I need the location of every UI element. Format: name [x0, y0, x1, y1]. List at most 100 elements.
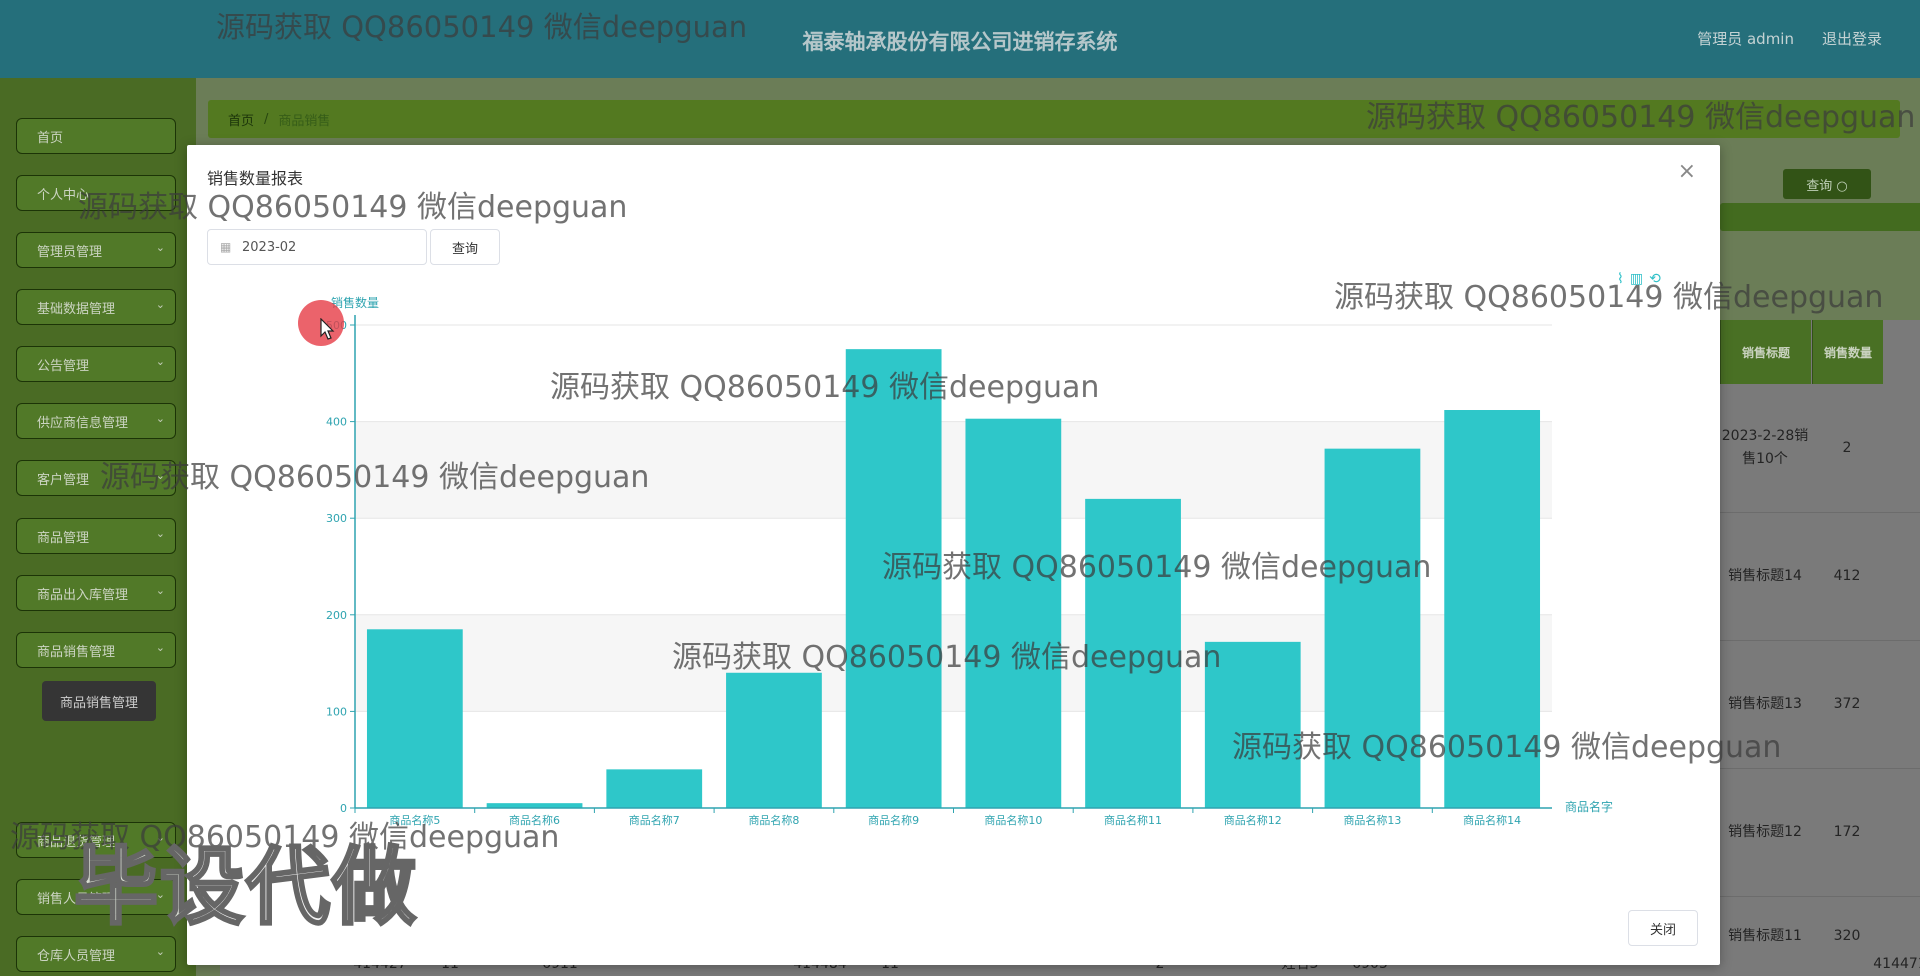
chart-bar	[726, 672, 822, 808]
top-header: 福泰轴承股份有限公司进销存系统 管理员 admin 退出登录	[0, 0, 1920, 78]
mouse-cursor-icon	[320, 318, 335, 340]
watermark-text: 源码获取 QQ86050149 微信deepguan	[78, 190, 628, 225]
watermark-text: 源码获取 QQ86050149 微信deepguan	[1334, 280, 1884, 315]
chart-bar	[1204, 641, 1301, 808]
sidebar-item-notice[interactable]: 公告管理 ⌄	[16, 346, 176, 382]
month-value: 2023-02	[242, 239, 297, 255]
sales-bar-chart: 0100200300400500商品名称5商品名称6商品名称7商品名称8商品名称…	[326, 295, 1613, 827]
table-cell: 412	[1833, 567, 1861, 584]
stamp-text: 毕设代做	[72, 837, 419, 938]
table-cell: 172	[1833, 823, 1861, 840]
logout-link[interactable]: 退出登录	[1821, 30, 1882, 48]
chevron-down-icon: ⌄	[155, 469, 165, 482]
row-divider	[1720, 640, 1920, 641]
restore-icon[interactable]: ⟲	[1649, 271, 1667, 287]
table-cell: 销售标题11	[1728, 927, 1802, 944]
sidebar-item-base-data[interactable]: 基础数据管理 ⌄	[16, 289, 176, 325]
table-cell: 2023-2-28销售10个	[1721, 428, 1809, 467]
submenu-item-sales-manage[interactable]: 商品销售管理	[42, 681, 156, 721]
watermark-text: 源码获取 QQ86050149 微信deepguan	[1232, 730, 1782, 765]
sidebar-item-customer[interactable]: 客户管理 ⌄	[16, 460, 176, 496]
sidebar: 首页 个人中心 管理员管理 ⌄ 基础数据管理 ⌄ 公告管理 ⌄ 供应商信息管理 ⌄ 客户…	[0, 78, 196, 976]
sidebar-item-warehouse[interactable]: 仓库人员管理 ⌄	[16, 936, 176, 972]
table-cell: 372	[1833, 695, 1861, 712]
line-chart-icon[interactable]: ⌇	[1617, 271, 1630, 287]
watermark-text: 源码获取 QQ86050149 微信deepguan	[882, 550, 1432, 585]
table-cell: 320	[1833, 927, 1861, 944]
table-header-cell: 销售数量	[1812, 320, 1883, 384]
chart-bar	[606, 769, 703, 808]
x-axis-label: 商品名字	[1565, 799, 1613, 814]
sidebar-item-returns[interactable]: 商品退货管理 ⌄	[16, 822, 176, 858]
table-cell: 销售标题13	[1728, 695, 1802, 712]
sidebar-item-supplier[interactable]: 供应商信息管理 ⌄	[16, 403, 176, 439]
action-bar	[1720, 203, 1920, 231]
row-divider	[1720, 768, 1920, 769]
admin-label: 管理员 admin	[1697, 30, 1794, 48]
sidebar-item-label: 商品管理	[37, 530, 90, 546]
x-tick-label: 商品名称13	[1343, 813, 1401, 827]
sidebar-item-label: 仓库人员管理	[37, 948, 116, 964]
sidebar-item-salesperson[interactable]: 销售人员管理 ⌄	[16, 879, 176, 915]
breadcrumb-current: 商品销售	[278, 113, 331, 129]
x-tick-label: 商品名称10	[984, 813, 1042, 827]
sidebar-item-label: 公告管理	[37, 358, 90, 374]
chart-bars	[366, 349, 1541, 808]
y-axis-label: 销售数量	[331, 295, 379, 310]
sidebar-item-goods[interactable]: 商品管理 ⌄	[16, 518, 176, 554]
breadcrumb: 首页 / 商品销售	[208, 100, 1900, 138]
table-cell: 2	[1842, 439, 1852, 456]
chart-toolbox: ⌇▥⟲	[1617, 271, 1667, 287]
sidebar-item-profile[interactable]: 个人中心	[16, 175, 176, 211]
x-tick-label: 商品名称8	[748, 813, 799, 827]
sidebar-item-home[interactable]: 首页	[16, 118, 176, 154]
sidebar-item-admin[interactable]: 管理员管理 ⌄	[16, 232, 176, 268]
y-tick-label: 300	[326, 512, 347, 525]
chevron-down-icon: ⌄	[155, 412, 165, 425]
chart-bar	[486, 803, 583, 808]
chart-axes: 0100200300400500商品名称5商品名称6商品名称7商品名称8商品名称…	[326, 315, 1552, 827]
table-cell: 销售标题12	[1728, 823, 1802, 840]
sidebar-item-label: 首页	[37, 130, 64, 146]
x-tick-label: 商品名称6	[509, 813, 560, 827]
chart-bar	[1444, 410, 1541, 808]
chevron-down-icon: ⌄	[155, 355, 165, 368]
sidebar-item-label: 客户管理	[37, 472, 90, 488]
x-tick-label: 商品名称11	[1104, 813, 1162, 827]
watermark-text: 源码获取 QQ86050149 微信deepguan	[1366, 100, 1916, 135]
table-header-cell: 销售标题	[1720, 320, 1811, 384]
sidebar-item-label: 商品退货管理	[37, 834, 116, 850]
dialog-title: 销售数量报表	[207, 169, 304, 188]
query-button[interactable]: 查询	[430, 229, 500, 265]
sidebar-item-label: 个人中心	[37, 187, 90, 203]
breadcrumb-home[interactable]: 首页	[228, 113, 255, 129]
x-tick-label: 商品名称5	[389, 813, 440, 827]
sidebar-item-label: 管理员管理	[37, 244, 103, 260]
month-picker-input[interactable]: ▦ 2023-02	[207, 229, 427, 265]
search-button[interactable]: 查询 ○	[1783, 169, 1871, 199]
chevron-down-icon: ⌄	[155, 584, 165, 597]
calendar-icon: ▦	[220, 240, 232, 254]
watermark-text: 源码获取 QQ86050149 微信deepguan	[672, 640, 1222, 675]
close-icon[interactable]: ×	[1677, 159, 1696, 184]
watermark-text: 源码获取 QQ86050149 微信deepguan	[100, 460, 650, 495]
sidebar-item-stock-io[interactable]: 商品出入库管理 ⌄	[16, 575, 176, 611]
sidebar-item-label: 销售人员管理	[37, 891, 116, 907]
y-tick-label: 0	[340, 802, 347, 815]
chart-bar	[845, 349, 942, 808]
chevron-down-icon: ⌄	[155, 888, 165, 901]
close-button[interactable]: 关闭	[1628, 910, 1698, 946]
x-tick-label: 商品名称12	[1224, 813, 1282, 827]
sidebar-item-sales[interactable]: 商品销售管理 ⌄	[16, 632, 176, 668]
chart-bar	[965, 418, 1062, 808]
x-tick-label: 商品名称9	[868, 813, 919, 827]
table-cell: 销售标题14	[1728, 567, 1802, 584]
watermark-text: 源码获取 QQ86050149 微信deepguan	[550, 370, 1100, 405]
row-divider	[1720, 896, 1920, 897]
chart-bar	[1085, 498, 1181, 808]
bar-chart-icon[interactable]: ▥	[1629, 271, 1650, 287]
table-cell: 414471	[1873, 955, 1920, 972]
watermark-text: 源码获取 QQ86050149 微信deepguan	[216, 10, 748, 44]
sidebar-item-label: 商品销售管理	[37, 644, 116, 660]
x-tick-label: 商品名称14	[1463, 813, 1521, 827]
